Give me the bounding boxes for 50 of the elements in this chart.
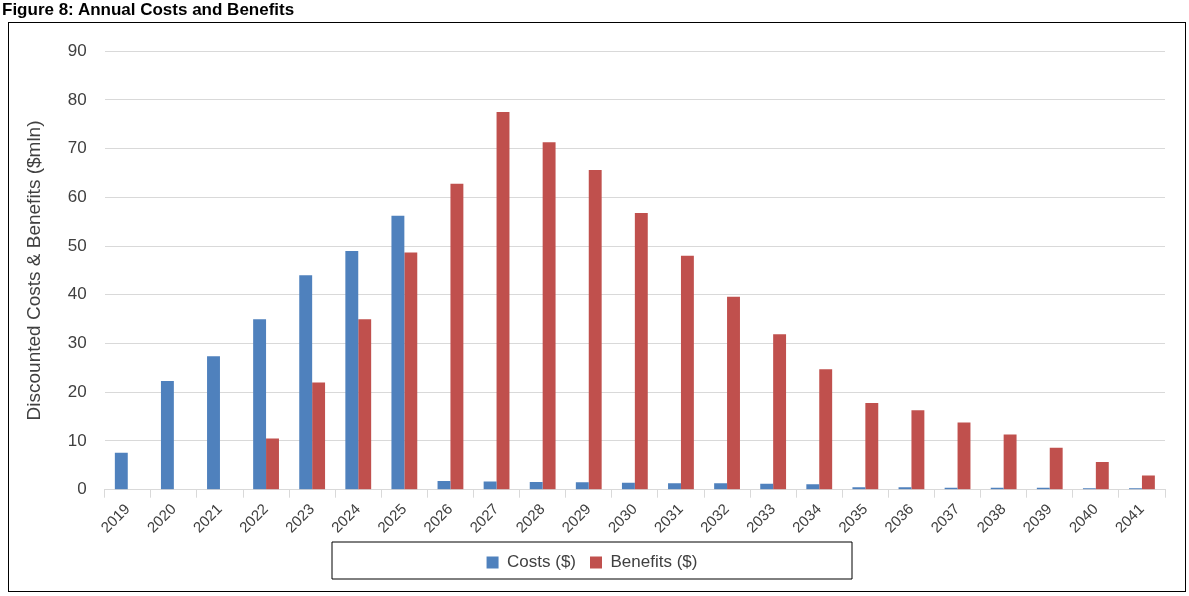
bar	[727, 296, 740, 490]
y-tick-label: 30	[67, 333, 87, 353]
bar	[911, 410, 925, 490]
bar	[1141, 475, 1155, 490]
y-tick-label: 40	[67, 284, 87, 304]
bar	[957, 422, 971, 490]
y-tick-label: 60	[67, 187, 87, 207]
bar	[312, 382, 326, 490]
bar	[806, 484, 820, 490]
bar	[760, 483, 774, 490]
bar	[773, 334, 787, 490]
chart-title: Figure 8: Annual Costs and Benefits	[2, 0, 295, 20]
bar	[253, 319, 267, 490]
y-tick-label: 50	[67, 235, 87, 255]
bar	[496, 112, 510, 490]
bar	[391, 215, 405, 490]
y-tick-label: 10	[67, 430, 87, 450]
bar	[1095, 461, 1109, 490]
bar	[714, 483, 728, 490]
y-tick-label: 80	[67, 89, 87, 109]
y-tick-label: 0	[77, 479, 87, 499]
bar	[634, 212, 648, 490]
bar	[266, 438, 279, 490]
bar	[207, 356, 220, 490]
bar	[404, 252, 418, 490]
bar	[668, 483, 681, 490]
y-axis-title: Discounted Costs & Benefits ($mln)	[22, 120, 44, 421]
y-tick-label: 70	[67, 138, 87, 158]
bar	[114, 452, 128, 490]
bar	[542, 142, 556, 490]
bar	[621, 482, 635, 490]
bar	[1049, 447, 1063, 490]
bar	[865, 402, 879, 490]
bar	[450, 183, 464, 490]
bar	[358, 319, 372, 490]
bar	[680, 255, 694, 490]
bar	[160, 381, 174, 490]
bar	[483, 481, 497, 490]
bar	[529, 481, 543, 490]
bar	[345, 250, 359, 490]
legend-label: Costs ($)	[507, 552, 577, 572]
y-tick-label: 90	[67, 40, 87, 60]
legend-label: Benefits ($)	[610, 552, 698, 572]
y-tick-label: 20	[67, 381, 87, 401]
bar	[819, 369, 833, 490]
bar	[437, 480, 451, 490]
bar	[1003, 434, 1017, 490]
bar	[575, 482, 589, 490]
bar	[299, 275, 313, 490]
bar	[588, 170, 602, 490]
